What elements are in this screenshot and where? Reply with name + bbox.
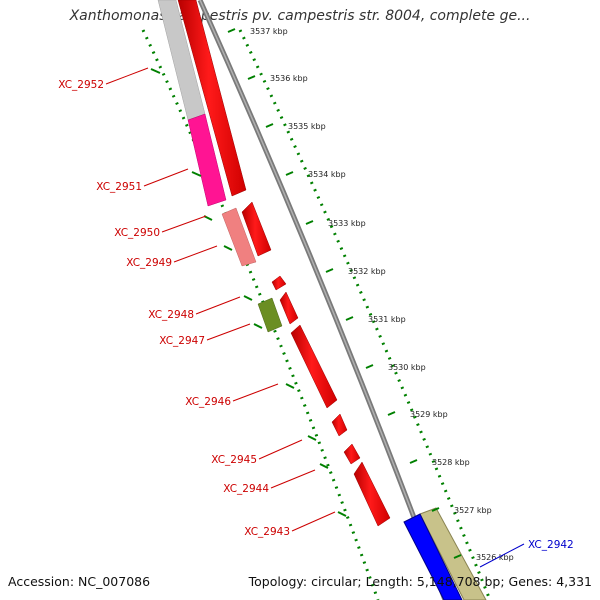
gene-khaki-feature[interactable]: [419, 507, 487, 600]
gene-magenta-feature[interactable]: [187, 113, 227, 207]
gene-label[interactable]: XC_2948: [148, 309, 194, 321]
gene-label-leader: [206, 323, 251, 341]
ruler-label: 3528 kbp: [432, 458, 470, 467]
ruler-label: 3526 kbp: [476, 553, 514, 562]
gene-label-leader: [258, 439, 303, 460]
ruler-tick: [265, 123, 274, 128]
gene-label[interactable]: XC_2945: [211, 454, 257, 466]
outer-dotted-track: [238, 29, 492, 600]
ruler-tick: [453, 554, 462, 559]
ruler-label: 3527 kbp: [454, 506, 492, 515]
gene-olive-feature[interactable]: [257, 297, 283, 333]
ruler-tick: [325, 268, 334, 273]
ruler-tick: [285, 171, 294, 176]
gene-xc2946-fwd[interactable]: [290, 324, 338, 409]
accession-text: Accession: NC_007086: [8, 574, 151, 589]
backbone-line: [197, 0, 448, 600]
gene-xc2945-fwd[interactable]: [343, 443, 361, 465]
gene-label[interactable]: XC_2950: [114, 227, 160, 239]
gene-label[interactable]: XC_2947: [159, 335, 205, 347]
gene-label-leader: [143, 168, 189, 187]
gene-xc2952-fwd[interactable]: [177, 0, 247, 197]
gene-small-fwd-2[interactable]: [331, 413, 348, 437]
forward-strand: [177, 0, 487, 600]
ruler-labels: 3537 kbp 3536 kbp 3535 kbp 3534 kbp 3533 kbp…: [250, 27, 514, 562]
ruler-label: 3530 kbp: [388, 363, 426, 372]
backbone-line-highlight: [199, 0, 446, 600]
gene-label[interactable]: XC_2946: [185, 396, 231, 408]
gene-label-leader: [105, 67, 149, 85]
ruler-tick: [247, 75, 256, 80]
ruler-tick: [305, 220, 314, 225]
ruler-label: 3529 kbp: [410, 410, 448, 419]
ruler-label: 3533 kbp: [328, 219, 366, 228]
gene-label[interactable]: XC_2944: [223, 483, 269, 495]
inner-dotted-track: [141, 29, 380, 600]
gene-label-leader: [195, 296, 241, 315]
topology-summary: Topology: circular; Length: 5,148,708 bp…: [248, 574, 592, 589]
gene-label-leader: [291, 511, 336, 532]
ruler-ticks: [227, 28, 462, 559]
inner-feature-ticks: [150, 68, 347, 517]
gene-label-leader: [232, 383, 279, 402]
gene-label-leader: [270, 469, 316, 489]
ruler-label: 3535 kbp: [288, 122, 326, 131]
ruler-tick: [409, 459, 418, 464]
ruler-label: 3532 kbp: [348, 267, 386, 276]
gene-label-leader: [161, 215, 207, 233]
ruler-tick: [227, 28, 236, 33]
gene-label-leader: [173, 245, 218, 263]
gene-labels: XC_2952 XC_2951 XC_2950 XC_2949 XC_2948 XC_29…: [58, 79, 573, 551]
ruler-tick: [387, 411, 396, 416]
gene-small-fwd-1[interactable]: [271, 275, 287, 291]
reverse-strand: [157, 0, 463, 600]
gene-label[interactable]: XC_2943: [244, 526, 290, 538]
ruler-label: 3537 kbp: [250, 27, 288, 36]
gene-label[interactable]: XC_2951: [96, 181, 142, 193]
gene-pink-feature[interactable]: [221, 207, 257, 267]
gene-label[interactable]: XC_2942: [528, 539, 574, 551]
gene-xc2947-fwd[interactable]: [279, 291, 299, 325]
gene-label[interactable]: XC_2949: [126, 257, 172, 269]
gene-xc2949-fwd[interactable]: [241, 201, 272, 257]
ruler-tick: [345, 316, 354, 321]
gene-label-leaders: [105, 67, 525, 568]
ruler-tick: [365, 364, 374, 369]
gene-label-leader: [479, 543, 525, 568]
gene-label[interactable]: XC_2952: [58, 79, 104, 91]
gene-xc2943-fwd[interactable]: [353, 461, 391, 527]
ruler-tick: [431, 507, 440, 512]
gene-blue-feature[interactable]: [403, 513, 463, 600]
ruler-label: 3536 kbp: [270, 74, 308, 83]
ruler-label: 3534 kbp: [308, 170, 346, 179]
ruler-label: 3531 kbp: [368, 315, 406, 324]
